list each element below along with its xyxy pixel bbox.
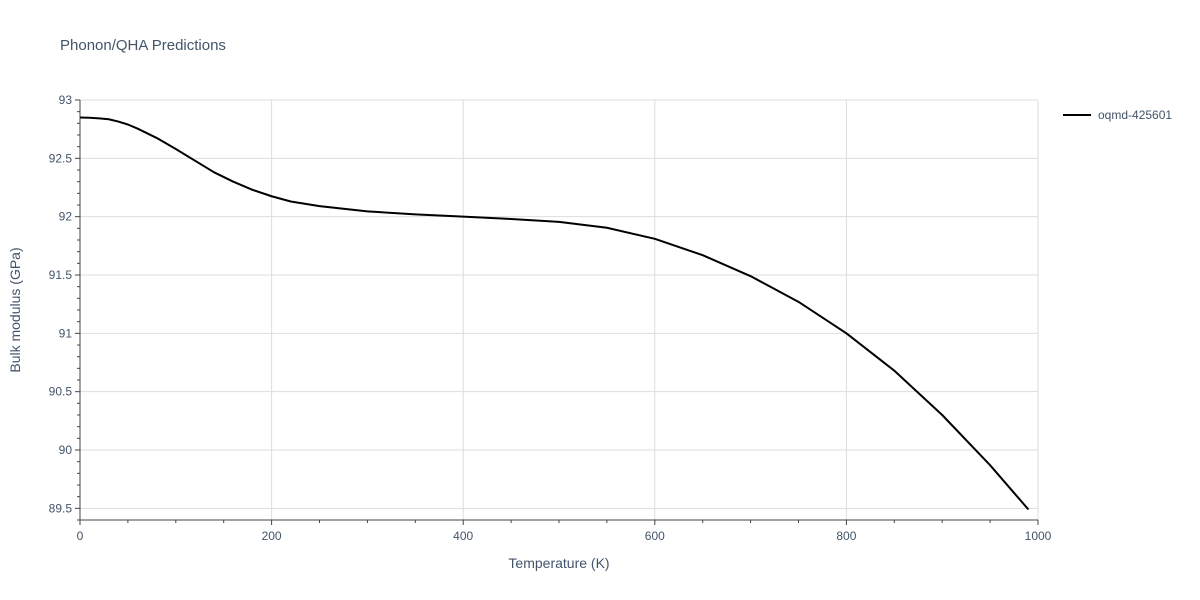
y-tick-label: 93 xyxy=(59,93,73,107)
axes xyxy=(75,99,1039,525)
x-axis-title: Temperature (K) xyxy=(508,555,609,571)
x-tick-label: 400 xyxy=(453,529,473,543)
chart-title: Phonon/QHA Predictions xyxy=(60,37,226,54)
series-line-oqmd-425601 xyxy=(79,116,1030,511)
y-axis-title: Bulk modulus (GPa) xyxy=(7,247,23,372)
legend-label: oqmd-425601 xyxy=(1098,108,1172,122)
x-tick-label: 200 xyxy=(262,529,282,543)
x-tick-label: 800 xyxy=(836,529,856,543)
y-tick-label: 89.5 xyxy=(49,501,73,515)
y-tick-label: 92.5 xyxy=(49,151,73,165)
y-tick-label: 90 xyxy=(59,443,73,457)
y-tick-label: 91 xyxy=(59,326,73,340)
legend[interactable]: oqmd-425601 xyxy=(1063,108,1172,122)
y-tick-label: 90.5 xyxy=(49,385,73,399)
grid xyxy=(80,99,1039,520)
series-layer xyxy=(79,116,1030,511)
y-tick-label: 92 xyxy=(59,210,73,224)
y-tick-label: 91.5 xyxy=(49,268,73,282)
x-tick-label: 600 xyxy=(645,529,665,543)
tick-labels: 0 200 400 600 800 1000 89.5 90 90.5 91 91.5 92 92.5 9… xyxy=(49,93,1052,543)
x-tick-label: 0 xyxy=(77,529,84,543)
x-tick-label: 1000 xyxy=(1025,529,1052,543)
